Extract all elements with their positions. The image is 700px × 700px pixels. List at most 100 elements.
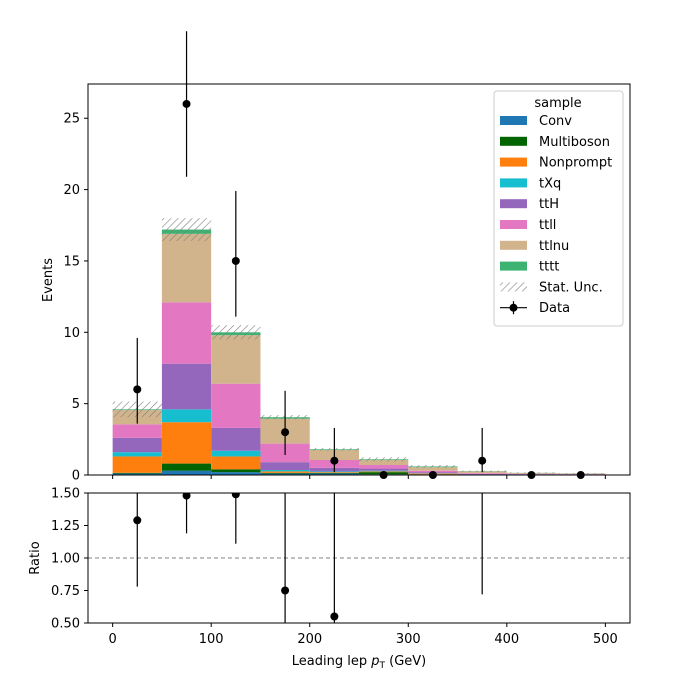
- stat-unc-band: [359, 457, 409, 462]
- legend-label-stat-unc: Stat. Unc.: [539, 280, 603, 295]
- x-axis-ticks: 0 100 200 300 400 500: [108, 623, 618, 647]
- ratio-point: [231, 493, 240, 499]
- legend-swatch-ttll: [500, 220, 527, 229]
- y-tick-label: 10: [63, 326, 80, 341]
- y-tick-label: 5: [72, 397, 80, 412]
- bar-txq: [112, 452, 162, 457]
- stat-unc-band: [211, 325, 261, 340]
- ratio-y-label: Ratio: [28, 541, 43, 574]
- ratio-y-axis-ticks: 0.50 0.75 1.00 1.25 1.50: [51, 487, 88, 632]
- bar-nonprompt: [211, 456, 261, 470]
- x-axis-label: Leading lep pT (GeV): [292, 654, 426, 671]
- legend-label-multiboson: Multiboson: [539, 135, 610, 150]
- bar-multiboson: [211, 469, 261, 473]
- legend-swatch-txq: [500, 178, 527, 188]
- bar-nonprompt: [260, 471, 310, 473]
- x-tick-label: 200: [297, 632, 322, 647]
- ratio-axes-frame: [87, 492, 631, 624]
- bar-txq: [260, 470, 310, 472]
- bar-nonprompt: [161, 422, 212, 464]
- legend-items: Conv Multiboson Nonprompt tXq ttH ttll ttlnu tt…: [500, 114, 612, 316]
- legend-label-data: Data: [539, 301, 570, 316]
- bar-multiboson: [112, 472, 162, 474]
- bar-conv: [112, 473, 162, 475]
- ratio-point: [133, 516, 142, 525]
- y-tick-label: 25: [63, 112, 80, 127]
- bar-ttlnu: [161, 233, 212, 303]
- bar-ttll: [359, 465, 409, 469]
- legend-label-conv: Conv: [539, 114, 572, 129]
- x-tick-label: 500: [593, 632, 618, 647]
- bar-conv: [260, 473, 310, 475]
- y-tick-label: 20: [63, 183, 80, 198]
- bar-tth: [359, 468, 409, 471]
- bar-multiboson: [309, 472, 359, 474]
- bar-ttlnu: [457, 471, 507, 474]
- legend-label-txq: tXq: [539, 176, 561, 191]
- legend-label-nonprompt: Nonprompt: [539, 156, 612, 171]
- bar-nonprompt: [112, 456, 162, 473]
- main-y-label: Events: [41, 258, 56, 302]
- y-tick-label: 15: [63, 254, 80, 269]
- legend-title: sample: [534, 96, 581, 111]
- bar-ttlnu: [211, 335, 261, 384]
- legend: sample Conv Multiboson Nonprompt tXq ttH ttll…: [493, 90, 624, 327]
- ratio-point: [330, 612, 339, 621]
- stat-unc-band: [408, 465, 458, 468]
- data-point: [182, 99, 191, 108]
- data-point: [133, 385, 142, 394]
- bar-conv: [211, 472, 261, 475]
- bar-tth: [260, 462, 310, 471]
- ratio-y-tick-label: 0.50: [51, 617, 80, 632]
- stat-unc-band: [161, 218, 212, 241]
- ratio-point: [281, 586, 290, 595]
- x-tick-label: 300: [396, 632, 421, 647]
- data-point: [330, 456, 339, 465]
- bar-ttll: [457, 473, 507, 474]
- bar-tth: [457, 473, 507, 475]
- legend-label-ttlnu: ttlnu: [539, 239, 569, 254]
- bar-conv: [161, 470, 212, 475]
- legend-label-tth: ttH: [539, 197, 559, 212]
- data-point: [478, 456, 487, 465]
- legend-swatch-conv: [500, 116, 527, 125]
- ratio-y-tick-label: 0.75: [51, 584, 80, 599]
- legend-swatch-stat-unc: [500, 282, 527, 292]
- legend-swatch-multiboson: [500, 136, 527, 146]
- y-axis-ticks: 0 5 10 15 20 25: [63, 112, 88, 484]
- bar-nonprompt: [309, 472, 359, 473]
- ratio-y-tick-label: 1.50: [51, 487, 80, 502]
- ratio-y-tick-label: 1.00: [51, 552, 80, 567]
- x-tick-label: 400: [494, 632, 519, 647]
- bar-tth: [112, 437, 162, 453]
- legend-label-tttt: tttt: [539, 260, 559, 275]
- y-tick-label: 0: [72, 469, 80, 484]
- bar-ttlnu: [359, 460, 409, 466]
- ratio-point: [182, 493, 191, 500]
- bar-ttlnu: [408, 467, 458, 471]
- ratio-points: [133, 493, 483, 623]
- bar-txq: [161, 409, 212, 423]
- legend-swatch-tth: [500, 199, 527, 209]
- bar-tth: [161, 363, 212, 410]
- bar-multiboson: [260, 472, 310, 474]
- x-axis-ticks-top-panel: [112, 475, 606, 479]
- bar-multiboson: [161, 463, 212, 471]
- bar-conv: [309, 473, 359, 475]
- legend-swatch-ttlnu: [500, 240, 527, 250]
- bar-txq: [211, 450, 261, 457]
- x-tick-label: 0: [108, 632, 116, 647]
- x-tick-label: 100: [199, 632, 224, 647]
- bar-ttll: [161, 302, 212, 364]
- legend-swatch-tttt: [500, 261, 527, 271]
- main-panel: 0 5 10 15 20 25 Events: [41, 31, 631, 484]
- data-point: [281, 428, 290, 437]
- legend-data-marker: [509, 303, 518, 312]
- bar-ttll: [211, 383, 261, 428]
- legend-label-ttll: ttll: [539, 218, 556, 233]
- data-point: [231, 256, 240, 265]
- ratio-y-tick-label: 1.25: [51, 519, 80, 534]
- ratio-panel: 0.50 0.75 1.00 1.25 1.50 0 100 200 300 400 500 Ra…: [28, 487, 631, 671]
- bar-tth: [211, 427, 261, 451]
